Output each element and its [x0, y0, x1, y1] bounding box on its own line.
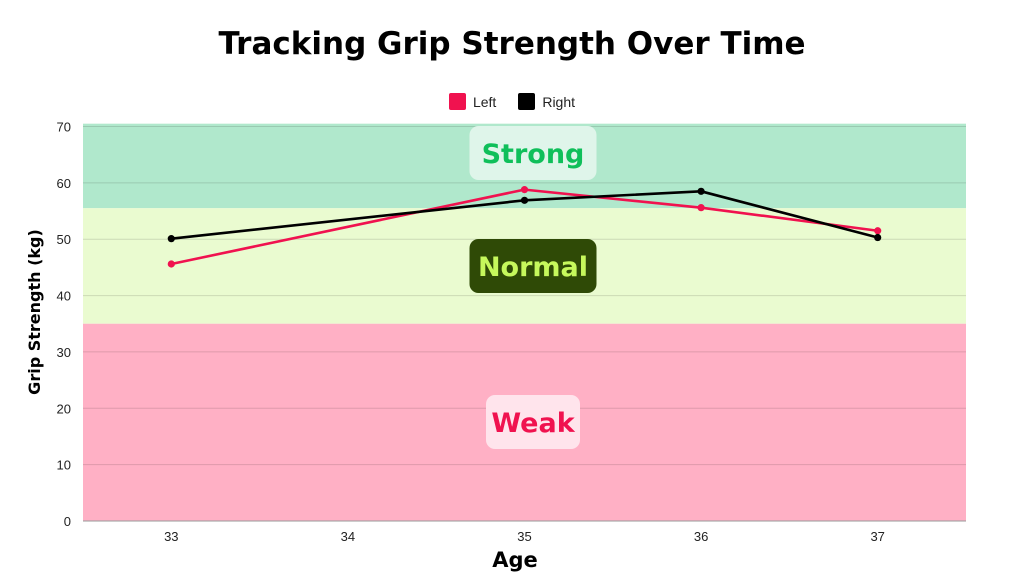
legend-item-right[interactable]: Right: [518, 93, 575, 110]
y-tick-label: 60: [57, 176, 71, 191]
data-point-left[interactable]: [167, 260, 175, 268]
y-tick-label: 70: [57, 120, 71, 135]
data-point-right[interactable]: [874, 233, 882, 242]
y-tick-label: 50: [57, 232, 71, 247]
zone-badge-normal: [469, 239, 597, 293]
x-tick-label: 37: [870, 529, 884, 544]
x-tick-label: 34: [341, 529, 355, 544]
series-line-left[interactable]: [170, 188, 880, 266]
x-tick-label: 36: [694, 529, 708, 544]
legend-swatch-right: [518, 93, 536, 110]
x-tick-label: 33: [164, 529, 178, 544]
zone-label-weak: Weak: [491, 408, 575, 439]
y-tick-label: 30: [57, 345, 71, 360]
legend-swatch-left: [448, 93, 466, 110]
zone-label-normal: Normal: [478, 252, 588, 283]
chart-title: Tracking Grip Strength Over Time: [218, 26, 806, 62]
y-tick-label: 40: [57, 289, 71, 304]
series-line-right[interactable]: [170, 190, 880, 240]
data-point-right[interactable]: [167, 235, 175, 243]
zone-label-strong: Strong: [482, 139, 585, 170]
legend-item-left[interactable]: Left: [448, 93, 497, 110]
legend-label-right: Right: [542, 93, 576, 110]
x-axis-title: Age: [492, 548, 538, 572]
legend: Left Right: [0, 93, 1024, 110]
data-point-left[interactable]: [697, 204, 705, 212]
data-point-left[interactable]: [874, 227, 882, 235]
data-point-right[interactable]: [697, 187, 705, 195]
data-point-right[interactable]: [520, 196, 529, 204]
legend-label-left: Left: [472, 93, 497, 110]
zone-badge-weak: [486, 395, 580, 449]
data-point-left[interactable]: [520, 186, 529, 194]
y-axis-title: Grip Strength (kg): [25, 229, 44, 395]
zone-badge-strong: [469, 126, 597, 180]
y-tick-label: 20: [57, 401, 71, 416]
y-tick-label: 0: [64, 514, 71, 529]
x-tick-label: 35: [517, 529, 531, 544]
y-tick-label: 10: [57, 458, 71, 473]
